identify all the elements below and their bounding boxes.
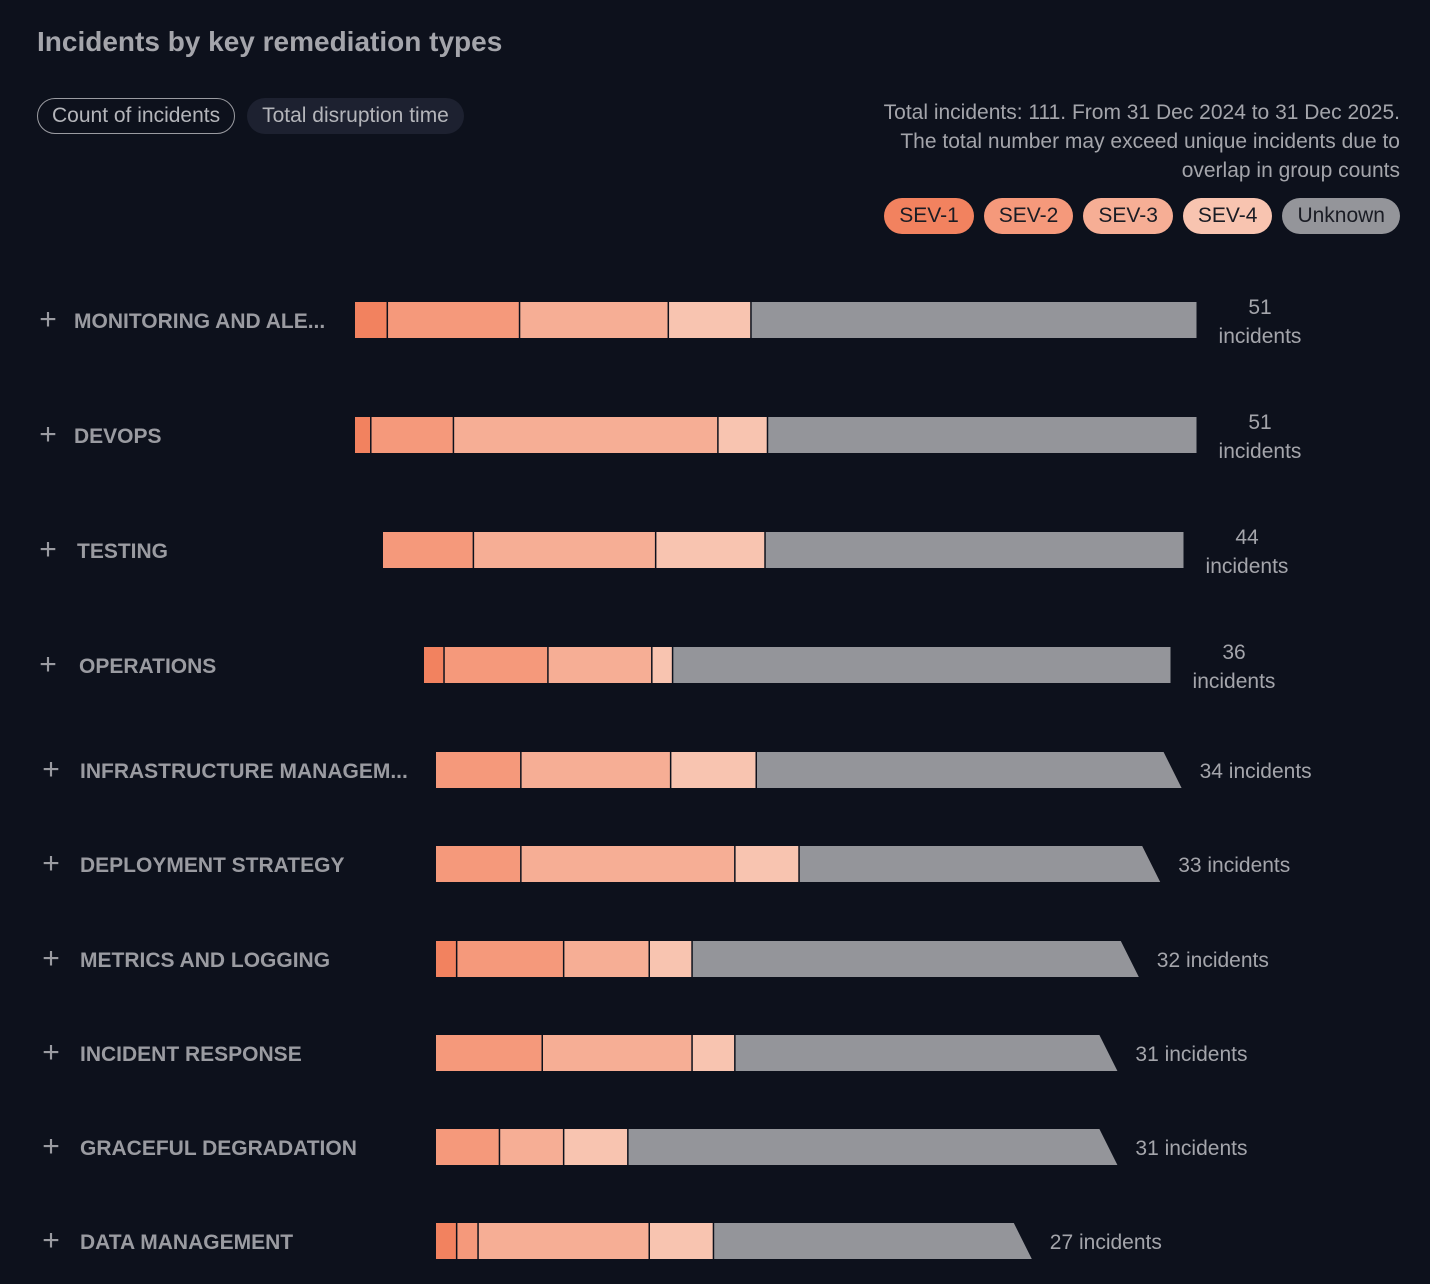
bar-segment-sev-4[interactable]	[671, 752, 756, 788]
summary-note: Total incidents: 111. From 31 Dec 2024 t…	[883, 101, 1400, 182]
total-label: 44 incidents	[1206, 526, 1289, 578]
bar-segment-sev-1[interactable]	[436, 941, 456, 977]
total-label: 27 incidents	[1050, 1231, 1162, 1254]
bar-segment-sev-2[interactable]	[383, 532, 473, 568]
bar-segment-sev-3[interactable]	[521, 752, 670, 788]
bar-segment-sev-2[interactable]	[457, 1223, 478, 1259]
expand-plus-icon[interactable]: +	[42, 753, 60, 786]
bar-segment-sev-2[interactable]	[436, 846, 521, 882]
expand-plus-icon[interactable]: +	[42, 1036, 60, 1069]
bar-segment-sev-2[interactable]	[436, 1129, 499, 1165]
bar-segment-sev-1[interactable]	[436, 1223, 456, 1259]
category-label: INCIDENT RESPONSE	[80, 1043, 302, 1066]
total-label: 31 incidents	[1135, 1137, 1247, 1160]
bar-segment-sev-3[interactable]	[521, 846, 735, 882]
bar-segment-sev-4[interactable]	[669, 302, 751, 338]
expand-plus-icon[interactable]: +	[39, 533, 57, 566]
toggle-total-disruption-time[interactable]: Total disruption time	[247, 98, 464, 134]
bar-segment-unknown[interactable]	[628, 1129, 1118, 1165]
expand-plus-icon[interactable]: +	[39, 303, 57, 336]
bar-segment-unknown[interactable]	[692, 941, 1139, 977]
bar-segment-sev-4[interactable]	[718, 417, 767, 453]
total-label: 36 incidents	[1193, 641, 1276, 693]
category-label: TESTING	[77, 540, 168, 563]
bar-segment-sev-2[interactable]	[436, 752, 521, 788]
expand-plus-icon[interactable]: +	[42, 1224, 60, 1257]
bar-segment-unknown[interactable]	[768, 417, 1197, 453]
category-label: MONITORING AND ALE...	[74, 310, 325, 333]
bar-segment-sev-3[interactable]	[520, 302, 668, 338]
expand-plus-icon[interactable]: +	[42, 1130, 60, 1163]
total-label: 33 incidents	[1178, 854, 1290, 877]
category-label: DATA MANAGEMENT	[80, 1231, 293, 1254]
bar-segment-sev-4[interactable]	[656, 532, 765, 568]
expand-plus-icon[interactable]: +	[39, 418, 57, 451]
bar-segment-unknown[interactable]	[735, 1035, 1118, 1071]
bar-segment-sev-3[interactable]	[500, 1129, 563, 1165]
bar-segment-unknown[interactable]	[673, 647, 1171, 683]
bar-segment-sev-4[interactable]	[564, 1129, 628, 1165]
total-label: 34 incidents	[1200, 760, 1312, 783]
category-label: OPERATIONS	[79, 655, 216, 678]
bar-segment-unknown[interactable]	[751, 302, 1197, 338]
bar-segment-sev-3[interactable]	[478, 1223, 649, 1259]
legend-sev-2[interactable]: SEV-2	[983, 198, 1074, 234]
bar-segment-sev-2[interactable]	[457, 941, 563, 977]
category-label: GRACEFUL DEGRADATION	[80, 1137, 357, 1160]
chart-title: Incidents by key remediation types	[37, 26, 503, 57]
bar-segment-sev-2[interactable]	[388, 302, 519, 338]
category-label: INFRASTRUCTURE MANAGEM...	[80, 760, 408, 783]
bar-segment-sev-1[interactable]	[355, 302, 387, 338]
legend-sev-3[interactable]: SEV-3	[1083, 198, 1173, 234]
bar-segment-unknown[interactable]	[799, 846, 1161, 882]
bar-segment-sev-3[interactable]	[474, 532, 655, 568]
bar-segment-sev-4[interactable]	[650, 941, 692, 977]
legend-unknown[interactable]: Unknown	[1282, 198, 1400, 234]
legend-sev-1[interactable]: SEV-1	[884, 198, 974, 234]
expand-plus-icon[interactable]: +	[42, 847, 60, 880]
bar-segment-sev-4[interactable]	[652, 647, 672, 683]
toggle-count-of-incidents[interactable]: Count of incidents	[37, 98, 236, 134]
legend-sev-4[interactable]: SEV-4	[1182, 198, 1273, 234]
category-label: DEPLOYMENT STRATEGY	[80, 854, 344, 877]
bar-segment-sev-3[interactable]	[543, 1035, 692, 1071]
bar-segment-sev-4[interactable]	[650, 1223, 713, 1259]
bar-segment-sev-3[interactable]	[564, 941, 649, 977]
bar-segment-sev-2[interactable]	[444, 647, 548, 683]
bar-segment-sev-4[interactable]	[692, 1035, 735, 1071]
metric-toggle: Count of incidents Total disruption time	[37, 98, 464, 134]
bar-segment-unknown[interactable]	[765, 532, 1184, 568]
expand-plus-icon[interactable]: +	[39, 648, 57, 681]
bar-segment-sev-3[interactable]	[548, 647, 652, 683]
bar-segment-sev-1[interactable]	[355, 417, 371, 453]
bar-segment-sev-2[interactable]	[436, 1035, 542, 1071]
bar-segment-unknown[interactable]	[757, 752, 1182, 788]
expand-plus-icon[interactable]: +	[42, 942, 60, 975]
category-label: METRICS AND LOGGING	[80, 949, 330, 972]
category-label: DEVOPS	[74, 425, 162, 448]
legend: SEV-1 SEV-2 SEV-3 SEV-4 Unknown	[884, 198, 1400, 234]
bar-segment-sev-3[interactable]	[454, 417, 718, 453]
bar-segment-unknown[interactable]	[714, 1223, 1032, 1259]
bar-segment-sev-1[interactable]	[424, 647, 444, 683]
total-label: 31 incidents	[1135, 1043, 1247, 1066]
total-label: 32 incidents	[1157, 949, 1269, 972]
bar-segment-sev-2[interactable]	[371, 417, 453, 453]
total-label: 51 incidents	[1219, 296, 1302, 348]
total-label: 51 incidents	[1219, 411, 1302, 463]
bar-segment-sev-4[interactable]	[735, 846, 799, 882]
